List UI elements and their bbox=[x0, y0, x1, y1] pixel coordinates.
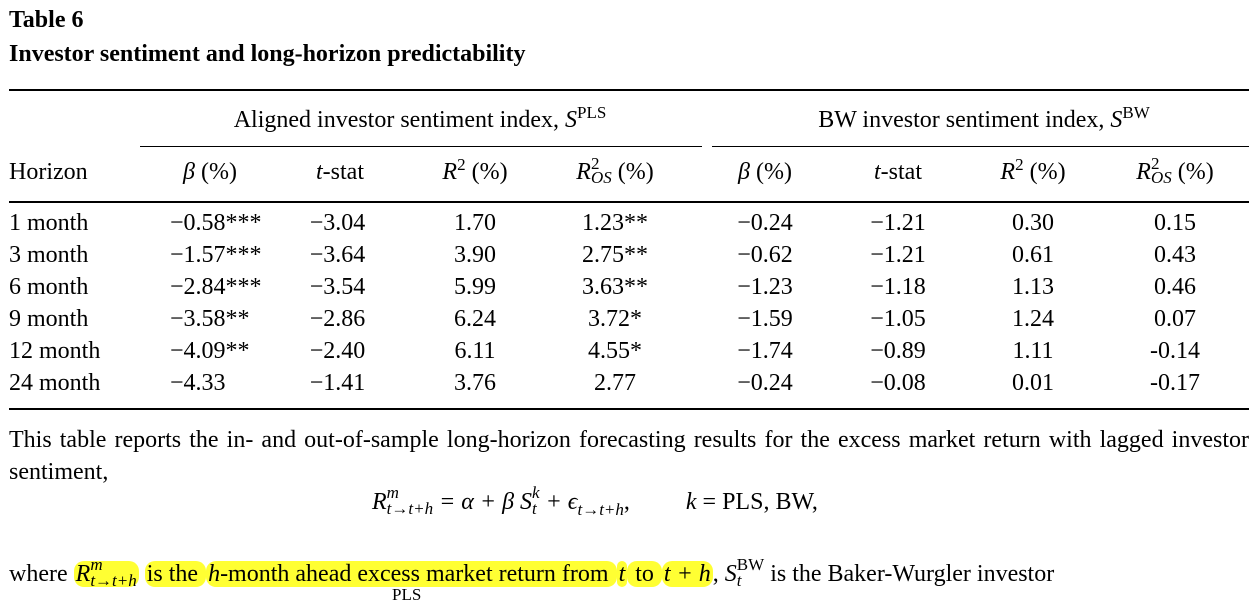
table-cell-t1: −3.54 bbox=[309, 274, 366, 300]
table-cell-t2: −1.05 bbox=[870, 306, 926, 332]
table-title: Investor sentiment and long-horizon pred… bbox=[9, 41, 526, 67]
header-beta-bw: β (%) bbox=[738, 159, 792, 185]
table-cell-t1: −1.41 bbox=[309, 370, 366, 396]
table-cell-r2: 1.13 bbox=[1012, 274, 1054, 300]
table-cell-b2: −1.74 bbox=[737, 338, 793, 364]
table-cell-r1: 3.76 bbox=[454, 370, 496, 396]
table-cell-b1: −3.58** bbox=[170, 306, 250, 332]
table-note-paragraph: This table reports the in- and out-of-sa… bbox=[9, 427, 1249, 485]
header-horizon: Horizon bbox=[9, 159, 88, 185]
header-tstat-bw: t-stat bbox=[874, 159, 922, 185]
table-cell-r2: 1.11 bbox=[1012, 338, 1054, 364]
header-r2-bw: R2 (%) bbox=[1000, 155, 1066, 185]
table-cell-o1: 2.77 bbox=[594, 370, 636, 396]
table-cell-o2: 0.07 bbox=[1154, 306, 1196, 332]
header-r2os-pls: R 2 OS (%) bbox=[576, 154, 654, 188]
table-bottom-rule bbox=[9, 408, 1249, 410]
table-cell-o1: 3.72* bbox=[588, 306, 642, 332]
table-cell-b2: −1.23 bbox=[737, 274, 793, 300]
table-cell-o1: 1.23** bbox=[582, 210, 648, 236]
table-header-rule bbox=[9, 201, 1249, 203]
table-cell-h: 24 month bbox=[9, 370, 101, 396]
table-cell-h: 6 month bbox=[9, 274, 89, 300]
table-cell-r1: 5.99 bbox=[454, 274, 496, 300]
table-cell-h: 1 month bbox=[9, 210, 89, 236]
table-cell-b1: −4.33 bbox=[170, 370, 226, 396]
table-cell-t1: −2.40 bbox=[309, 338, 366, 364]
group-header-pls: Aligned investor sentiment index, SPLS bbox=[233, 103, 607, 133]
table-cell-o2: 0.43 bbox=[1154, 242, 1196, 268]
table-cell-r1: 6.24 bbox=[454, 306, 496, 332]
group-rule-bw bbox=[712, 146, 1249, 148]
table-cell-r2: 0.61 bbox=[1012, 242, 1054, 268]
table-number: Table 6 bbox=[9, 7, 84, 33]
table-cell-r1: 3.90 bbox=[454, 242, 496, 268]
cropped-superscript: PLS bbox=[392, 585, 422, 604]
table-cell-r2: 0.30 bbox=[1012, 210, 1054, 236]
table-cell-o2: 0.15 bbox=[1154, 210, 1196, 236]
table-cell-h: 3 month bbox=[9, 242, 89, 268]
table-cell-h: 12 month bbox=[9, 338, 101, 364]
header-r2os-bw: R 2 OS (%) bbox=[1136, 154, 1214, 188]
table-cell-t2: −1.21 bbox=[870, 242, 926, 268]
group-rule-pls bbox=[140, 146, 702, 148]
table-cell-t1: −3.64 bbox=[309, 242, 366, 268]
table-cell-b1: −4.09** bbox=[170, 338, 250, 364]
table-cell-b2: −0.24 bbox=[737, 210, 793, 236]
table-cell-o1: 3.63** bbox=[582, 274, 648, 300]
header-beta-pls: β (%) bbox=[183, 159, 237, 185]
table-cell-o1: 4.55* bbox=[588, 338, 642, 364]
table-cell-o1: 2.75** bbox=[582, 242, 648, 268]
table-cell-t2: −0.89 bbox=[870, 338, 926, 364]
table-cell-b2: −0.62 bbox=[737, 242, 793, 268]
table-cell-b1: −0.58*** bbox=[170, 210, 262, 236]
table-cell-o2: 0.46 bbox=[1154, 274, 1196, 300]
table-cell-b2: −0.24 bbox=[737, 370, 793, 396]
table-cell-b2: −1.59 bbox=[737, 306, 793, 332]
table-cell-t2: −1.18 bbox=[870, 274, 926, 300]
group-header-bw: BW investor sentiment index, SBW bbox=[818, 103, 1150, 133]
table-cell-r2: 1.24 bbox=[1012, 306, 1054, 332]
table-cell-r2: 0.01 bbox=[1012, 370, 1054, 396]
table-cell-h: 9 month bbox=[9, 306, 89, 332]
table-top-rule bbox=[9, 89, 1249, 91]
table-cell-b1: −2.84*** bbox=[170, 274, 262, 300]
header-r2-pls: R2 (%) bbox=[442, 155, 508, 185]
header-tstat-pls: t-stat bbox=[316, 159, 364, 185]
table-cell-r1: 6.11 bbox=[454, 338, 496, 364]
table-cell-o2: -0.17 bbox=[1150, 370, 1200, 396]
table-cell-t1: −2.86 bbox=[309, 306, 366, 332]
table-cell-r1: 1.70 bbox=[454, 210, 496, 236]
table-cell-t1: −3.04 bbox=[309, 210, 366, 236]
table-cell-t2: −1.21 bbox=[870, 210, 926, 236]
table-cell-o2: -0.14 bbox=[1150, 338, 1200, 364]
table-cell-t2: −0.08 bbox=[870, 370, 926, 396]
table-cell-b1: −1.57*** bbox=[170, 242, 262, 268]
